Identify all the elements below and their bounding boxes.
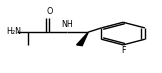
Polygon shape [77, 32, 88, 46]
Text: O: O [46, 7, 53, 16]
Text: NH: NH [61, 20, 73, 29]
Text: F: F [121, 46, 125, 55]
Text: H₂N: H₂N [6, 27, 22, 36]
